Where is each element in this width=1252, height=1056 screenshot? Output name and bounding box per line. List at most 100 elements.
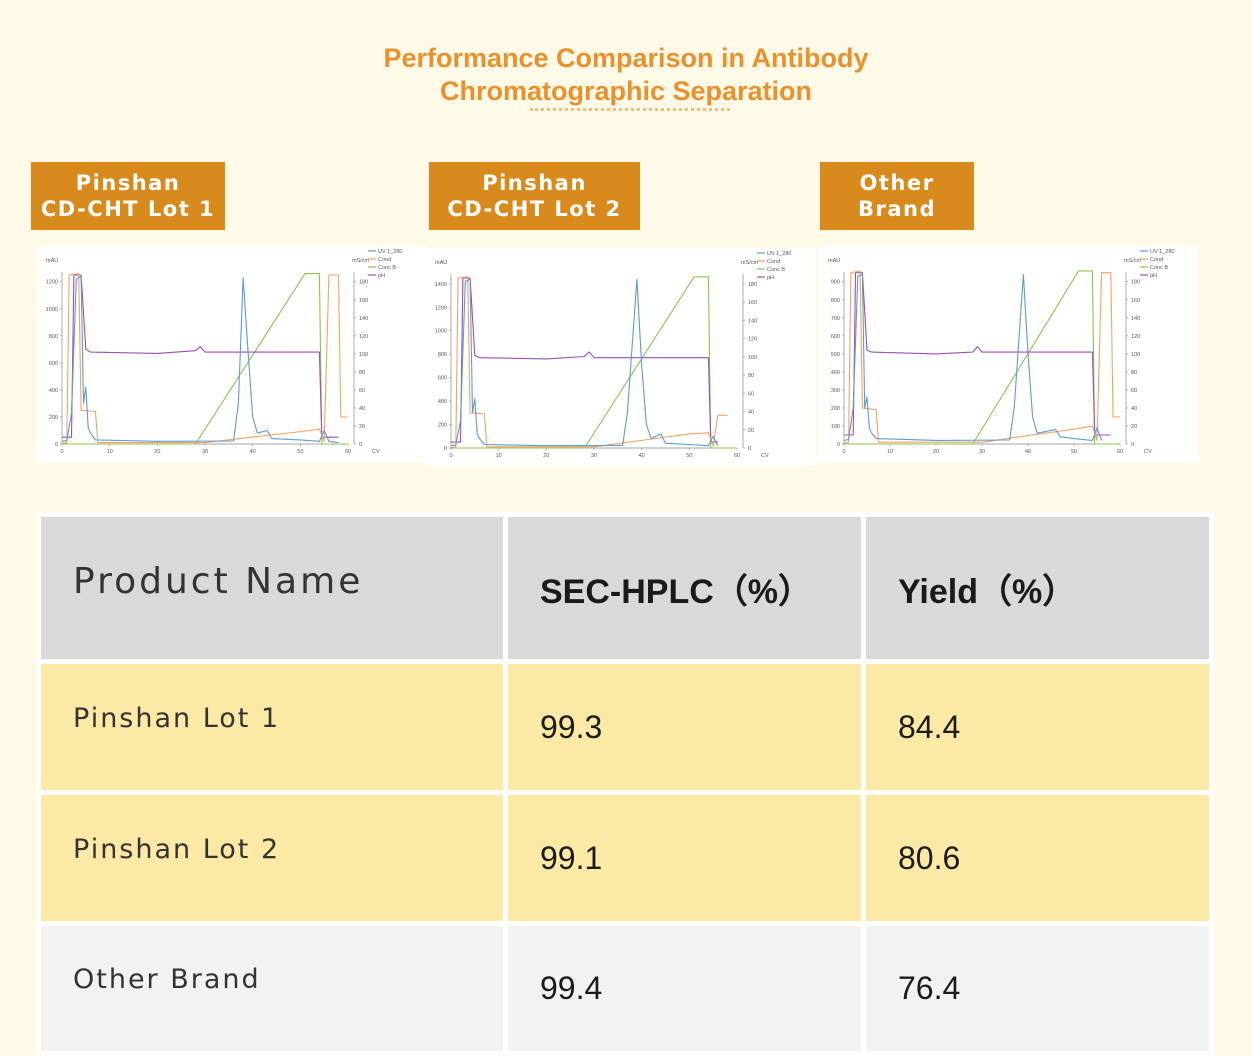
- cell-product: Pinshan Lot 1: [41, 664, 503, 790]
- header-product-name: Product Name: [41, 517, 503, 659]
- y-tick-label-right: 120: [359, 334, 368, 340]
- cell-yield: 84.4: [866, 664, 1209, 790]
- uv-line: [450, 278, 719, 447]
- chromatogram-lot2: 0 200 400 600 800 1000 1200 1400 0 20 40 60 80 100 120…: [425, 248, 815, 466]
- x-tick-label: 20: [543, 453, 549, 459]
- x-tick-label: 60: [1117, 449, 1123, 455]
- y-tick-label-right: 100: [748, 355, 757, 361]
- y-tick-label-left: 500: [831, 352, 840, 358]
- uv-line: [61, 275, 339, 444]
- cond-line: [450, 276, 728, 448]
- y-tick-label-right: 20: [359, 424, 365, 430]
- chromatogram-lot1-svg: 0200400600800100012000204060801001201401…: [46, 249, 403, 455]
- y-tick-label-left: 1000: [435, 329, 447, 335]
- x-axis-label: CV: [372, 449, 380, 455]
- conc-b-line: [451, 276, 737, 449]
- y-tick-label-left: 600: [438, 376, 447, 382]
- x-tick-label: 20: [933, 449, 939, 455]
- x-tick-label: 60: [734, 453, 740, 459]
- legend-label: pH: [1150, 273, 1157, 279]
- conc-b-line: [62, 273, 348, 445]
- y-tick-label-right: 180: [359, 280, 368, 286]
- y-tick-label-right: 20: [1131, 424, 1137, 430]
- legend-label: Conc B: [378, 265, 396, 271]
- y-tick-label-left: 0: [837, 442, 840, 448]
- y-tick-label-right: 100: [359, 352, 368, 358]
- x-tick-label: 40: [250, 449, 256, 455]
- label-lot1-line2: CD-CHT Lot 1: [40, 197, 216, 221]
- legend-label: Cond: [767, 259, 780, 265]
- chromatogram-other-svg: 0100200300400500600700800900020406080100…: [828, 249, 1174, 455]
- y-tick-label-right: 180: [748, 282, 757, 288]
- conc-b-line: [844, 270, 1120, 445]
- ph-line: [451, 277, 718, 443]
- y-tick-label-right: 0: [748, 446, 751, 452]
- x-tick-label: 10: [496, 453, 502, 459]
- y-tick-label-left: 1200: [46, 280, 58, 286]
- cond-line: [843, 270, 1120, 444]
- chromatogram-lot1: 0 200 400 600 800 1000 1200 0 20 40 60 80 100 120 140 1…: [36, 246, 426, 462]
- y-tick-label-right: 60: [748, 391, 754, 397]
- uv-line: [843, 273, 1103, 441]
- label-other-line1: Other: [859, 171, 935, 195]
- y-tick-label-right: 80: [359, 370, 365, 376]
- header-sec-hplc: SEC-HPLC（%）: [508, 517, 861, 659]
- y-tick-label-right: 0: [1131, 442, 1134, 448]
- label-lot1-line1: Pinshan: [75, 171, 181, 195]
- legend-label: Cond: [378, 257, 391, 263]
- y-tick-label-left: 200: [438, 423, 447, 429]
- y-tick-label-left: 600: [831, 334, 840, 340]
- y-tick-label-right: 120: [748, 337, 757, 343]
- x-tick-label: 30: [202, 449, 208, 455]
- ph-line: [844, 272, 1111, 436]
- label-other-line2: Brand: [857, 197, 937, 221]
- y-tick-label-left: 800: [49, 334, 58, 340]
- y-tick-label-right: 140: [359, 316, 368, 322]
- chromatogram-lot2-svg: 0200400600800100012001400020406080100120…: [435, 251, 792, 459]
- y-tick-label-right: 100: [1131, 352, 1140, 358]
- x-tick-label: 50: [686, 453, 692, 459]
- y-axis-label-left: mAU: [828, 258, 840, 264]
- cell-product: Pinshan Lot 2: [41, 795, 503, 921]
- x-tick-label: 0: [842, 449, 845, 455]
- title-line-1: Performance Comparison in Antibody: [383, 43, 869, 73]
- legend-label: UV 1_280: [1150, 249, 1174, 255]
- y-tick-label-left: 1000: [46, 307, 58, 313]
- table-row: Other Brand 99.4 76.4: [41, 926, 1209, 1051]
- table-row: Pinshan Lot 1 99.3 84.4: [41, 664, 1209, 790]
- x-axis-label: CV: [761, 453, 769, 459]
- y-tick-label-left: 200: [49, 415, 58, 421]
- y-axis-label-right: mS/cm: [741, 260, 759, 266]
- y-tick-label-right: 180: [1131, 280, 1140, 286]
- y-tick-label-right: 80: [1131, 370, 1137, 376]
- y-tick-label-right: 40: [1131, 406, 1137, 412]
- cell-yield: 76.4: [866, 926, 1209, 1051]
- page-title: Performance Comparison in Antibody Chrom…: [0, 42, 1252, 108]
- y-tick-label-left: 700: [831, 316, 840, 322]
- y-tick-label-right: 40: [748, 410, 754, 416]
- cell-product: Other Brand: [41, 926, 503, 1051]
- title-line-2: Chromatographic Separation: [439, 76, 813, 106]
- y-tick-label-right: 160: [1131, 298, 1140, 304]
- label-lot1: Pinshan CD-CHT Lot 1: [31, 162, 225, 230]
- x-tick-label: 30: [591, 453, 597, 459]
- x-tick-label: 50: [1071, 449, 1077, 455]
- legend-label: pH: [378, 273, 385, 279]
- y-axis-label-right: mS/cm: [352, 258, 370, 264]
- y-tick-label-right: 80: [748, 373, 754, 379]
- cell-sec-hplc: 99.1: [508, 795, 861, 921]
- label-lot2-line1: Pinshan: [482, 171, 587, 195]
- y-tick-label-left: 400: [438, 399, 447, 405]
- x-tick-label: 50: [297, 449, 303, 455]
- cell-sec-hplc: 99.3: [508, 664, 861, 790]
- y-axis-label-left: mAU: [435, 260, 447, 266]
- legend-label: pH: [767, 275, 774, 281]
- y-tick-label-left: 0: [444, 446, 447, 452]
- table-row: Pinshan Lot 2 99.1 80.6: [41, 795, 1209, 921]
- legend-label: Conc B: [1150, 265, 1168, 271]
- y-tick-label-right: 40: [359, 406, 365, 412]
- y-tick-label-right: 160: [748, 300, 757, 306]
- y-tick-label-left: 900: [831, 280, 840, 286]
- table-header-row: Product Name SEC-HPLC（%） Yield（%）: [41, 517, 1209, 659]
- x-tick-label: 0: [60, 449, 63, 455]
